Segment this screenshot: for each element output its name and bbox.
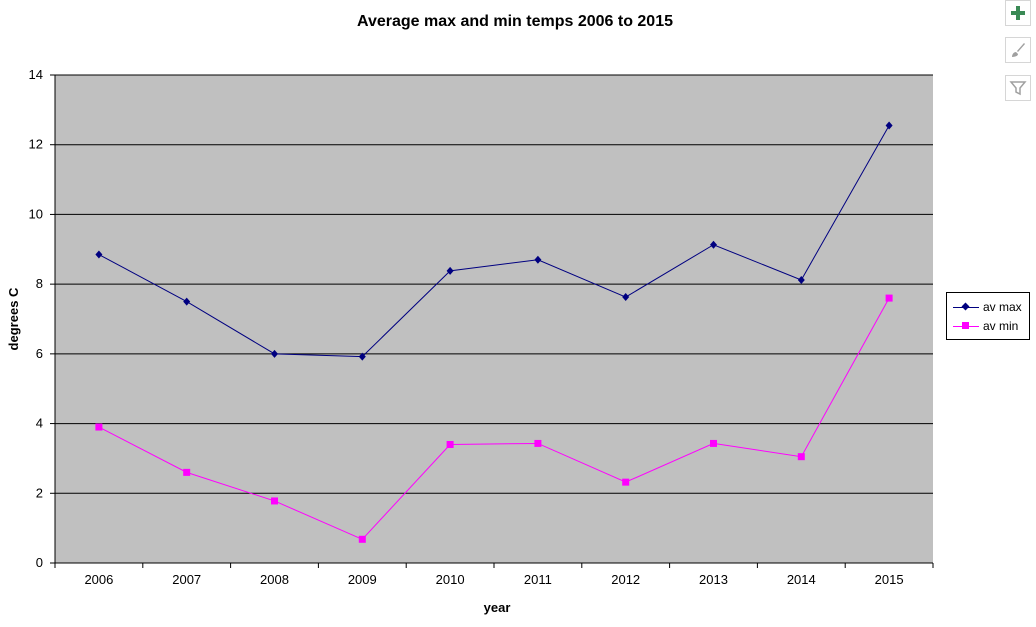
legend-item-av-max: av max	[953, 298, 1022, 316]
data-point	[797, 453, 805, 461]
data-point	[95, 250, 103, 259]
y-tick-label: 12	[29, 137, 43, 152]
legend-item-av-min: av min	[953, 317, 1018, 335]
data-point	[446, 266, 454, 275]
series-line	[98, 125, 890, 358]
funnel-icon	[1009, 81, 1027, 96]
data-point	[183, 297, 191, 306]
data-point	[183, 468, 191, 476]
data-point	[271, 349, 278, 358]
legend-label: av max	[983, 300, 1022, 314]
data-point	[358, 352, 366, 361]
legend-swatch-av-max	[953, 301, 979, 313]
y-tick-label: 10	[29, 206, 43, 221]
y-tick-label: 8	[36, 276, 43, 291]
x-tick-label: 2008	[260, 572, 289, 587]
y-tick-label: 4	[36, 416, 43, 431]
x-tick-label: 2007	[172, 572, 201, 587]
data-point	[271, 497, 278, 505]
series-layer	[95, 121, 893, 543]
paintbrush-icon	[1012, 43, 1025, 57]
data-point	[710, 439, 717, 447]
data-point	[797, 275, 805, 284]
y-tick-label: 14	[29, 67, 43, 82]
data-point	[534, 255, 542, 264]
x-tick-label: 2013	[699, 572, 728, 587]
legend: av max av min	[946, 292, 1030, 340]
x-tick-label: 2006	[84, 572, 113, 587]
series-av-min	[95, 294, 893, 543]
x-tick-label: 2015	[875, 572, 904, 587]
x-axis-title: year	[484, 600, 511, 615]
data-point	[446, 440, 454, 448]
y-tick-label: 6	[36, 346, 43, 361]
x-tick-label: 2014	[787, 572, 816, 587]
x-tick-label: 2012	[611, 572, 640, 587]
plot-area	[55, 75, 933, 563]
chart-styles-button[interactable]	[1005, 37, 1031, 63]
legend-label: av min	[983, 319, 1019, 333]
series-av-max	[95, 121, 893, 361]
data-point	[885, 121, 893, 130]
x-tick-label: 2011	[524, 572, 552, 587]
chart-filters-button[interactable]	[1005, 75, 1031, 101]
data-point	[622, 478, 630, 486]
legend-swatch-av-min	[953, 320, 979, 332]
y-axis-title: degrees C	[6, 287, 21, 350]
gridlines	[55, 74, 933, 494]
chart-title: Average max and min temps 2006 to 2015	[357, 13, 673, 30]
data-point	[622, 293, 630, 302]
data-point	[534, 439, 542, 447]
series-line	[98, 297, 890, 540]
x-tick-label: 2009	[348, 572, 377, 587]
chart-elements-button[interactable]	[1005, 0, 1031, 26]
axes: 0 2 4 6 8 10 12 14 2006 2007 2008 2009 2010 2011 2012 2…	[29, 67, 934, 587]
plus-icon	[1011, 6, 1025, 20]
data-point	[710, 240, 717, 249]
data-point	[358, 535, 366, 543]
x-tick-label: 2010	[436, 572, 465, 587]
y-tick-label: 2	[36, 485, 43, 500]
data-point	[95, 423, 103, 431]
y-tick-label: 0	[36, 555, 43, 570]
data-point	[885, 294, 893, 302]
